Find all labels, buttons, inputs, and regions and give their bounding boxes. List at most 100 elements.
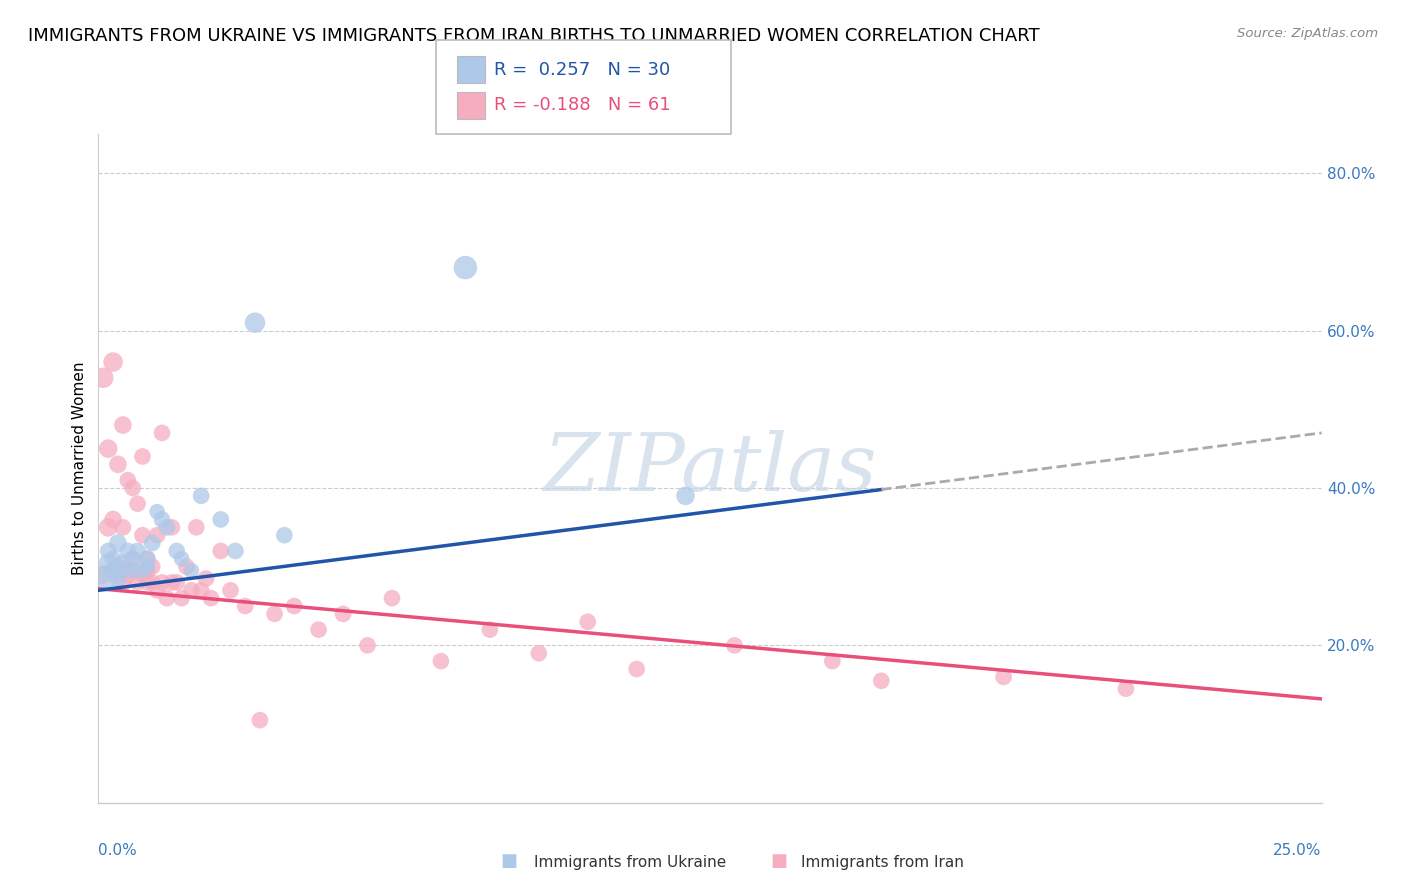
Point	[121, 551, 143, 566]
Text: Source: ZipAtlas.com: Source: ZipAtlas.com	[1237, 27, 1378, 40]
Point	[101, 512, 124, 526]
Point	[381, 591, 404, 606]
Text: 0.0%: 0.0%	[98, 843, 138, 858]
Point	[283, 599, 305, 613]
Point	[209, 544, 232, 558]
Point	[160, 520, 183, 534]
Point	[170, 591, 193, 606]
Point	[131, 528, 153, 542]
Point	[249, 713, 271, 727]
Point	[576, 615, 599, 629]
Point	[141, 575, 163, 590]
Point	[107, 458, 129, 472]
Point	[993, 670, 1015, 684]
Point	[200, 591, 222, 606]
Point	[356, 639, 378, 653]
Point	[131, 567, 153, 582]
Point	[263, 607, 285, 621]
Point	[243, 316, 266, 330]
Point	[195, 572, 218, 586]
Point	[675, 489, 697, 503]
Point	[170, 551, 193, 566]
Point	[870, 673, 893, 688]
Point	[821, 654, 844, 668]
Point	[626, 662, 648, 676]
Point	[117, 567, 139, 582]
Point	[111, 556, 134, 570]
Point	[117, 544, 139, 558]
Point	[121, 564, 143, 578]
Point	[166, 575, 188, 590]
Point	[121, 551, 143, 566]
Point	[111, 575, 134, 590]
Point	[111, 417, 134, 432]
Point	[209, 512, 232, 526]
Point	[101, 551, 124, 566]
Point	[117, 473, 139, 487]
Point	[146, 505, 169, 519]
Point	[176, 559, 198, 574]
Point	[136, 564, 159, 578]
Point	[180, 583, 202, 598]
Point	[156, 520, 179, 534]
Point	[101, 355, 124, 369]
Point	[136, 559, 159, 574]
Text: Immigrants from Iran: Immigrants from Iran	[801, 855, 965, 870]
Text: ■: ■	[501, 852, 517, 870]
Point	[454, 260, 477, 275]
Text: ■: ■	[770, 852, 787, 870]
Point	[107, 559, 129, 574]
Point	[136, 575, 159, 590]
Text: IMMIGRANTS FROM UKRAINE VS IMMIGRANTS FROM IRAN BIRTHS TO UNMARRIED WOMEN CORREL: IMMIGRANTS FROM UKRAINE VS IMMIGRANTS FR…	[28, 27, 1040, 45]
Point	[430, 654, 453, 668]
Point	[131, 564, 153, 578]
Point	[136, 551, 159, 566]
Point	[131, 450, 153, 464]
Point	[332, 607, 354, 621]
Point	[97, 556, 120, 570]
Point	[219, 583, 242, 598]
Point	[97, 442, 120, 456]
Point	[91, 572, 114, 586]
Point	[224, 544, 246, 558]
Point	[527, 646, 550, 660]
Point	[136, 551, 159, 566]
Point	[166, 544, 188, 558]
Text: R = -0.188   N = 61: R = -0.188 N = 61	[494, 96, 671, 114]
Point	[107, 536, 129, 550]
Point	[233, 599, 256, 613]
Point	[127, 544, 149, 558]
Point	[111, 564, 134, 578]
Point	[101, 564, 124, 578]
Point	[180, 564, 202, 578]
Point	[127, 497, 149, 511]
Point	[146, 583, 169, 598]
Point	[1115, 681, 1137, 696]
Point	[107, 572, 129, 586]
Point	[308, 623, 330, 637]
Point	[141, 559, 163, 574]
Point	[150, 575, 173, 590]
Point	[121, 564, 143, 578]
Point	[273, 528, 295, 542]
Text: Immigrants from Ukraine: Immigrants from Ukraine	[534, 855, 727, 870]
Point	[91, 371, 114, 385]
Point	[97, 520, 120, 534]
Point	[127, 575, 149, 590]
Point	[156, 591, 179, 606]
Point	[146, 528, 169, 542]
Y-axis label: Births to Unmarried Women: Births to Unmarried Women	[72, 361, 87, 575]
Point	[190, 583, 212, 598]
Point	[150, 425, 173, 440]
Point	[121, 481, 143, 495]
Point	[97, 544, 120, 558]
Point	[160, 575, 183, 590]
Point	[723, 639, 745, 653]
Point	[141, 536, 163, 550]
Point	[111, 520, 134, 534]
Point	[150, 512, 173, 526]
Point	[190, 489, 212, 503]
Text: 25.0%: 25.0%	[1274, 843, 1322, 858]
Text: R =  0.257   N = 30: R = 0.257 N = 30	[494, 61, 669, 78]
Point	[478, 623, 501, 637]
